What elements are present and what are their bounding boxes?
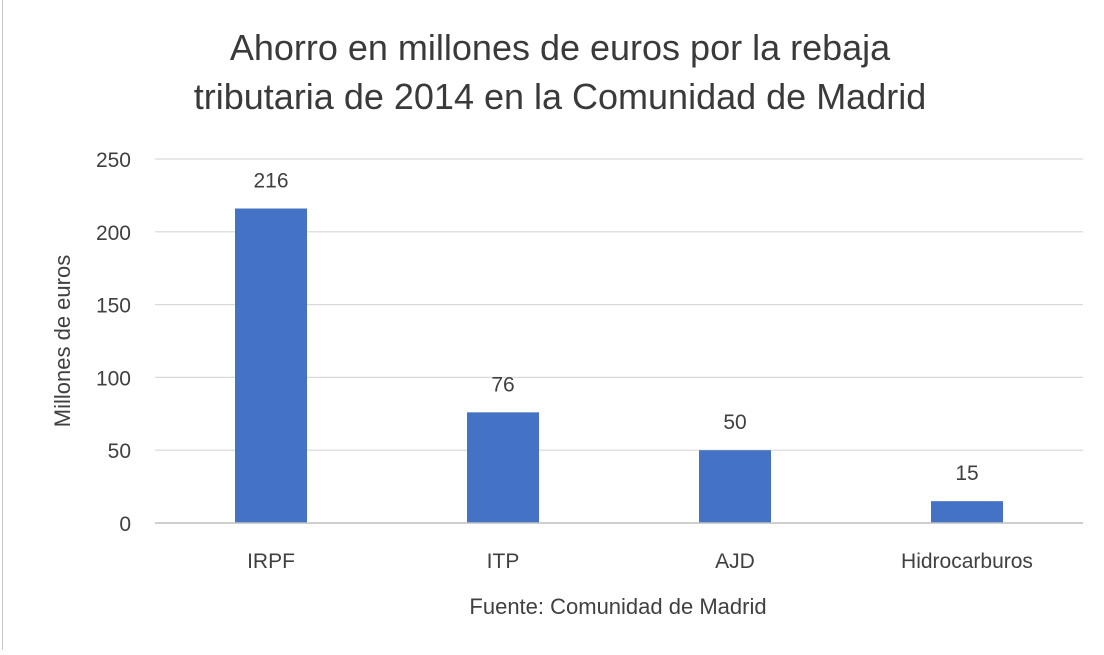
data-label: 50 [723, 411, 746, 434]
x-axis-ticks: IRPF ITP AJD Hidrocarburos [247, 550, 1033, 573]
y-tick-label: 250 [96, 149, 131, 172]
y-tick-label: 200 [96, 222, 131, 245]
y-tick-label: 150 [96, 295, 131, 318]
data-labels: 216 76 50 15 [253, 170, 978, 486]
x-tick-label: IRPF [247, 550, 295, 573]
data-label: 76 [491, 373, 514, 396]
x-tick-label: AJD [715, 550, 755, 573]
y-tick-label: 100 [96, 367, 131, 390]
gridlines [155, 158, 1083, 451]
frame-border [2, 0, 3, 650]
y-axis-ticks: 0 50 100 150 200 250 [96, 149, 131, 536]
bar [235, 208, 307, 523]
data-label: 216 [253, 170, 288, 193]
x-axis-title: Fuente: Comunidad de Madrid [469, 594, 766, 619]
data-label: 15 [955, 462, 978, 485]
chart-title-line-2: tributaria de 2014 en la Comunidad de Ma… [194, 76, 926, 117]
y-tick-label: 50 [108, 440, 131, 463]
chart-title-line-1: Ahorro en millones de euros por la rebaj… [230, 27, 891, 68]
bar [699, 450, 771, 523]
bar [467, 412, 539, 523]
bars [235, 208, 1003, 523]
y-axis-title: Millones de euros [50, 255, 75, 427]
x-tick-label: ITP [487, 550, 520, 573]
y-tick-label: 0 [119, 513, 131, 536]
bar [931, 501, 1003, 523]
x-tick-label: Hidrocarburos [901, 550, 1033, 573]
